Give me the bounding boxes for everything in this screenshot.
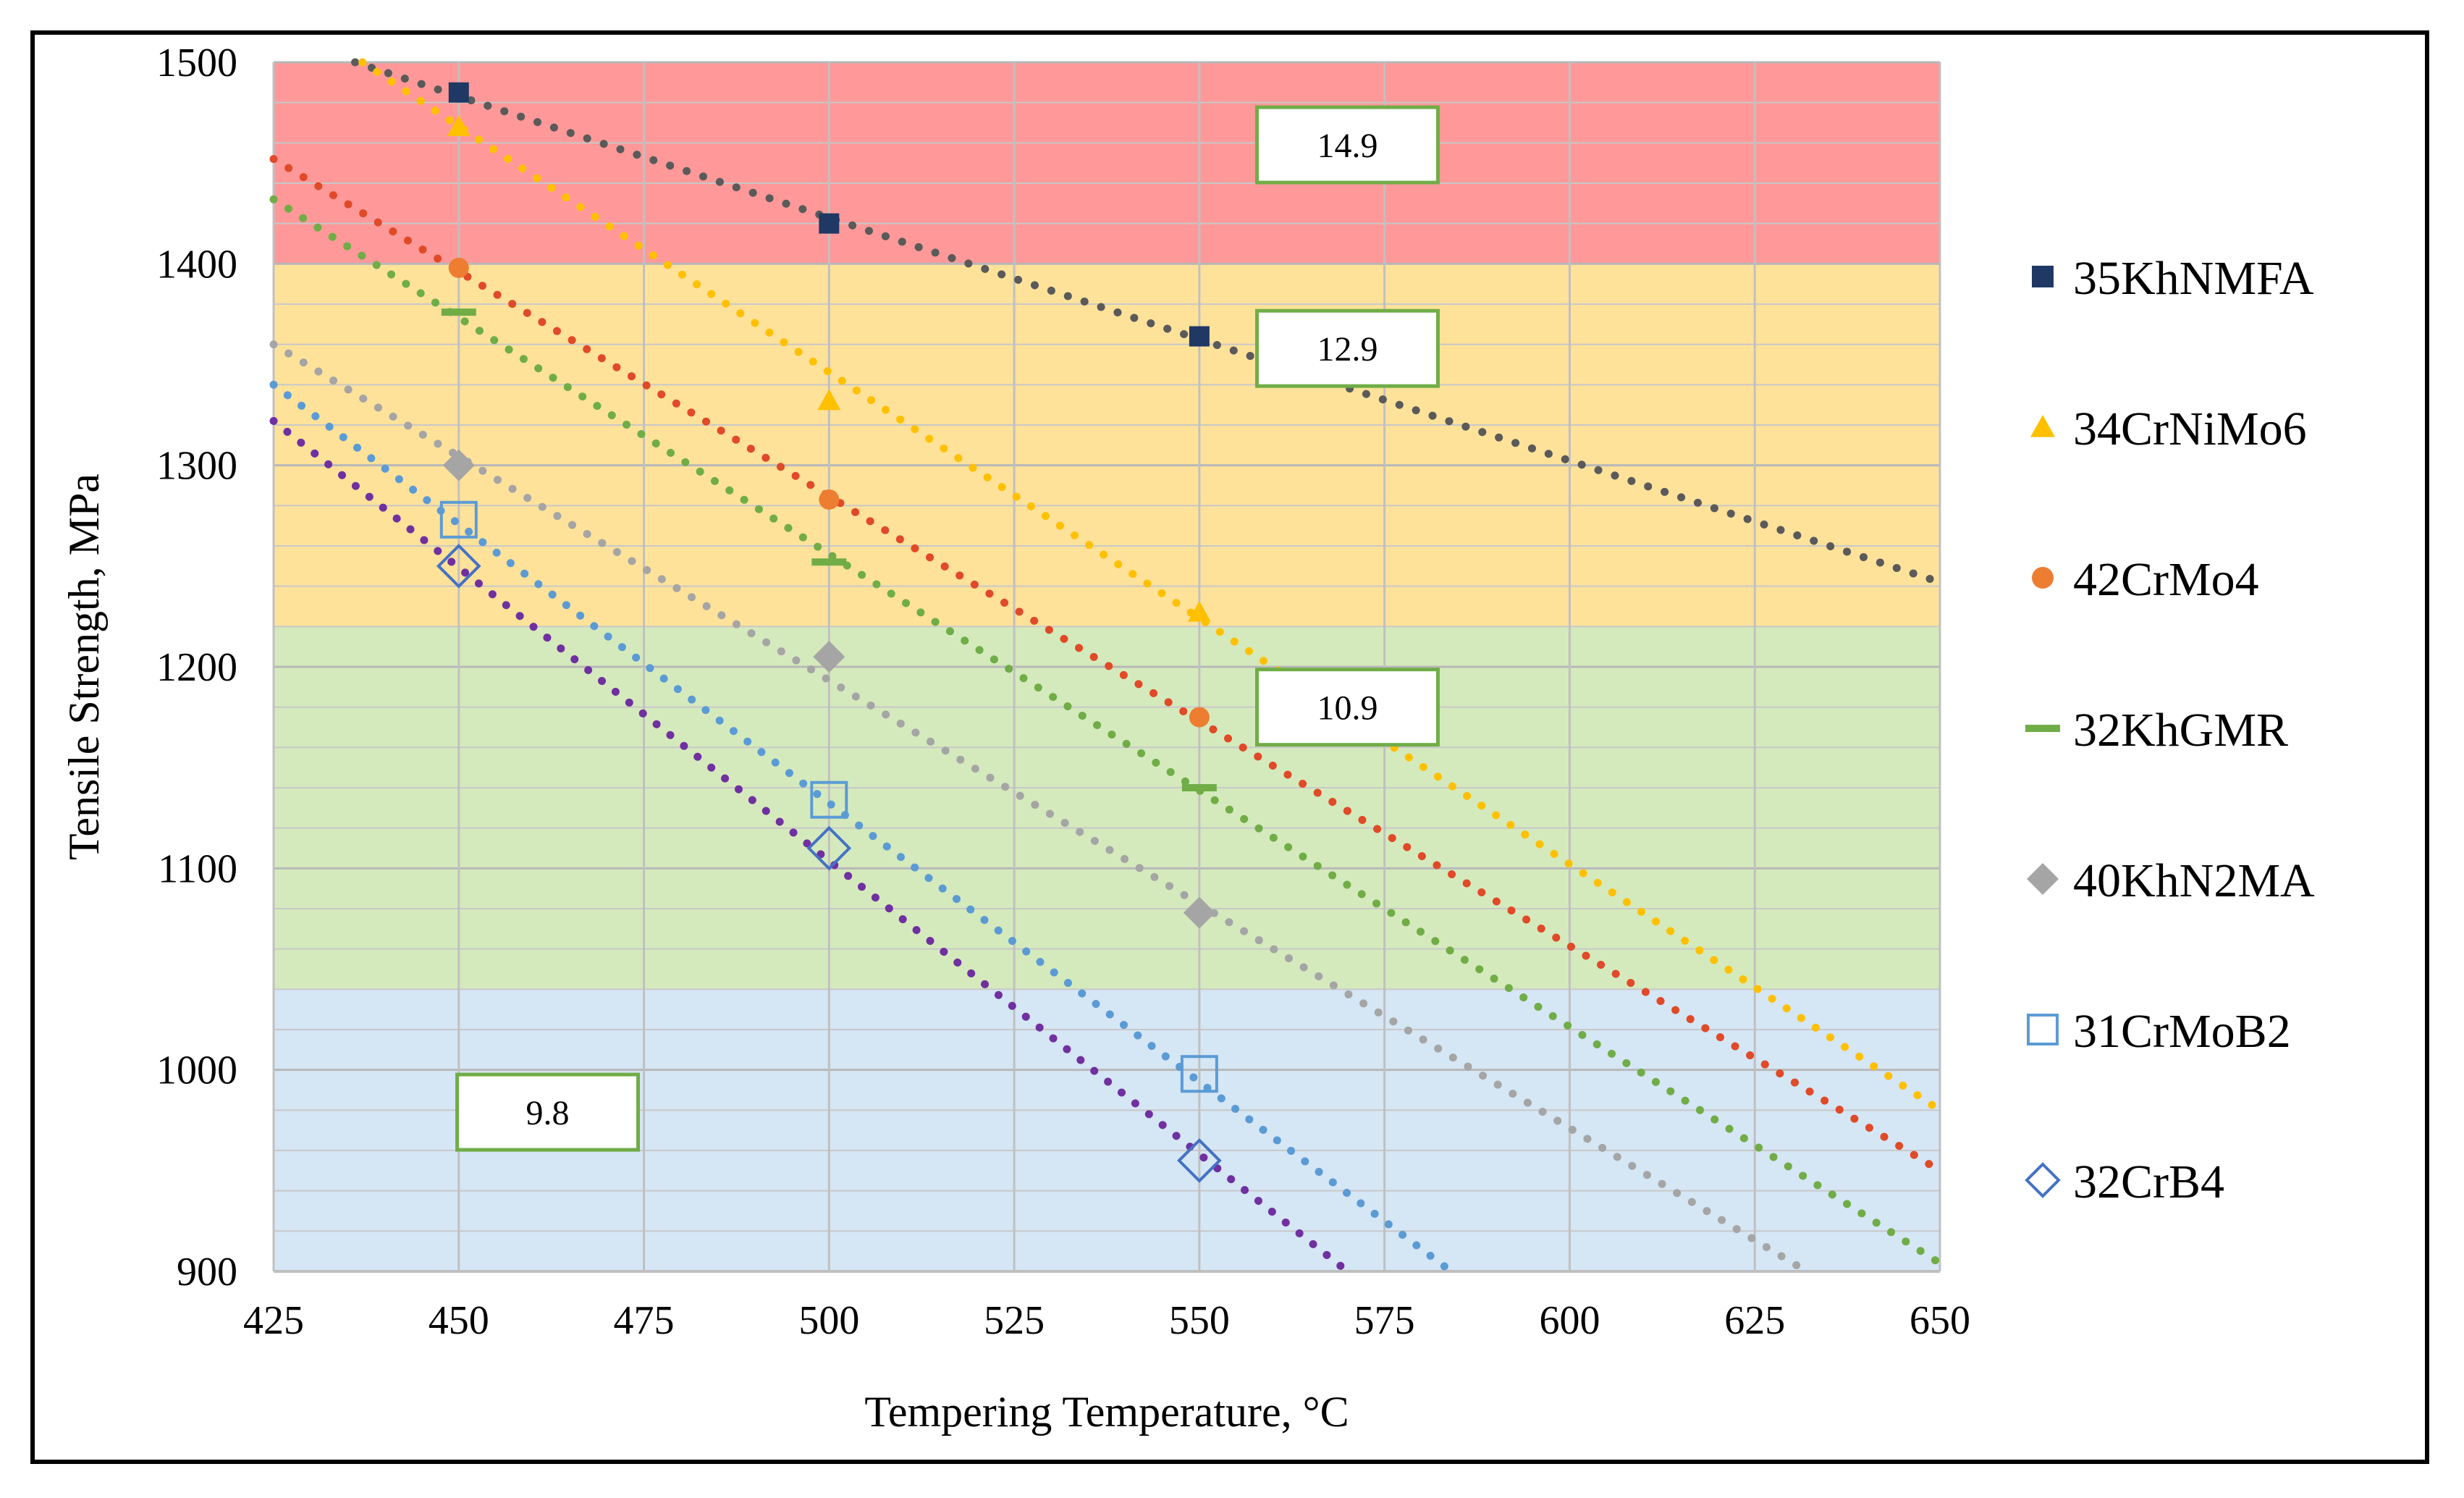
point-32crb4 [1177, 1138, 1222, 1183]
legend-item-40khn2ma: 40KhN2MA [2027, 854, 2315, 907]
x-tick-label: 625 [1724, 1298, 1785, 1343]
band-12-9 [274, 264, 1940, 627]
x-tick-label: 500 [798, 1298, 859, 1343]
grid-lines [272, 61, 1941, 1273]
legend-item-34crnimo6: 34CrNiMo6 [2030, 403, 2307, 455]
tensile-strength-chart: 14.9 12.9 10.9 9.8 425 450 475 500 525 550 575 600… [60, 41, 2315, 1436]
x-tick-label: 475 [614, 1298, 675, 1343]
y-tick-label: 1100 [158, 846, 237, 891]
x-tick-label: 450 [429, 1298, 489, 1343]
legend-item-35khnmfa: 35KhNMFA [2032, 252, 2314, 305]
point-31crmob2 [1180, 1055, 1218, 1093]
y-tick-label: 1000 [156, 1048, 237, 1093]
point-42crmo4 [448, 257, 469, 278]
data-markers [436, 82, 1222, 1183]
legend-item-32khgmr: 32KhGMR [2025, 704, 2288, 757]
x-tick-label: 525 [984, 1298, 1045, 1343]
grade-label-9-8: 9.8 [526, 1094, 570, 1132]
y-tick-label: 1300 [156, 444, 237, 489]
point-35khnmfa [448, 82, 469, 103]
x-tick-label: 550 [1169, 1298, 1230, 1343]
x-tick-label: 575 [1354, 1298, 1415, 1343]
trendline-40khn2ma [269, 340, 1811, 1276]
legend-label: 40KhN2MA [2073, 854, 2315, 907]
band-14-9 [274, 62, 1940, 264]
x-axis-title: Tempering Temperature, °C [864, 1388, 1349, 1436]
strength-grade-bands [274, 62, 1940, 1271]
point-34crnimo6 [447, 115, 471, 136]
figure-frame: 14.9 12.9 10.9 9.8 425 450 475 500 525 550 575 600… [30, 30, 2429, 1464]
y-axis-title: Tensile Strength, MPa [60, 474, 108, 860]
grade-label-10-9: 10.9 [1317, 689, 1378, 728]
point-31crmob2 [810, 780, 848, 819]
grade-box-12-9 [1255, 308, 1440, 388]
grade-label-14-9: 14.9 [1317, 127, 1378, 165]
legend-label: 34CrNiMo6 [2073, 403, 2307, 455]
legend-label: 32KhGMR [2073, 704, 2288, 757]
point-32khgmr [1181, 784, 1217, 791]
point-31crmob2 [439, 500, 478, 539]
legend-item-31crmob2: 31CrMoB2 [2027, 1005, 2291, 1058]
x-tick-label: 650 [1910, 1298, 1970, 1343]
point-40khn2ma [813, 641, 845, 673]
trend-lines [269, 58, 1944, 1276]
point-42crmo4 [1189, 707, 1210, 728]
legend-marker-40khn2ma [2027, 863, 2059, 895]
grade-labels: 14.9 12.9 10.9 9.8 [455, 105, 1440, 1152]
point-35khnmfa [1189, 326, 1210, 347]
legend-marker-42crmo4 [2032, 567, 2054, 589]
x-tick-label: 425 [243, 1298, 304, 1343]
grade-box-9-8 [455, 1072, 641, 1152]
point-35khnmfa [819, 213, 840, 234]
legend-label: 42CrMo4 [2073, 553, 2259, 606]
y-tick-label: 1200 [156, 645, 237, 690]
trendline-42crmo4 [269, 155, 1944, 1175]
point-32crb4 [436, 544, 481, 589]
trendline-34crnimo6 [358, 58, 1944, 1114]
point-42crmo4 [819, 489, 840, 510]
legend-marker-35khnmfa [2032, 266, 2054, 287]
grade-box-14-9 [1255, 105, 1440, 185]
point-34crnimo6 [817, 389, 841, 411]
grade-box-10-9 [1255, 668, 1440, 747]
legend-label: 35KhNMFA [2073, 252, 2314, 305]
legend-item-42crmo4: 42CrMo4 [2032, 553, 2259, 606]
point-32khgmr [441, 308, 476, 316]
trendline-31crmob2 [269, 380, 1456, 1276]
y-tick-label: 1400 [156, 242, 237, 287]
legend-label: 32CrB4 [2073, 1156, 2224, 1208]
legend: 35KhNMFA 34CrNiMo6 42CrMo4 32KhGMR 40KhN2MA 3… [2025, 252, 2315, 1208]
grade-label-12-9: 12.9 [1317, 330, 1378, 369]
legend-marker-34crnimo6 [2030, 415, 2055, 437]
trendline-32khgmr [269, 195, 1944, 1268]
point-40khn2ma [442, 449, 475, 481]
legend-marker-32crb4 [2025, 1162, 2061, 1198]
legend-marker-31crmob2 [2027, 1014, 2059, 1045]
x-tick-label: 600 [1539, 1298, 1600, 1343]
trendline-32crb4 [269, 416, 1352, 1276]
y-tick-label: 1500 [156, 41, 237, 85]
point-32khgmr [811, 558, 847, 566]
y-tick-label: 900 [177, 1250, 237, 1295]
legend-label: 31CrMoB2 [2073, 1005, 2291, 1058]
point-40khn2ma [1183, 896, 1215, 929]
band-10-9 [274, 626, 1940, 990]
legend-marker-32khgmr [2025, 725, 2060, 732]
point-34crnimo6 [1187, 600, 1211, 622]
point-32crb4 [806, 825, 852, 871]
legend-item-32crb4: 32CrB4 [2025, 1156, 2224, 1208]
tick-labels: 425 450 475 500 525 550 575 600 625 650 900 1000 110… [156, 41, 1970, 1343]
trendline-35khnmfa [351, 58, 1944, 586]
